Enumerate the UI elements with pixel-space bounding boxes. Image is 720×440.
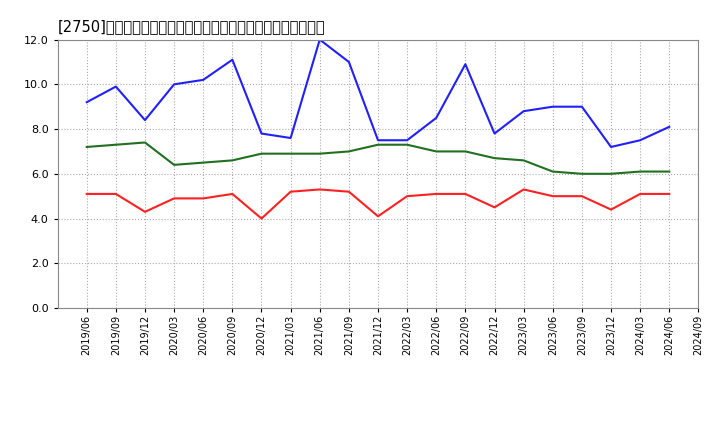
売上債権回転率 [170, 196, 179, 201]
売上債権回転率 [82, 191, 91, 197]
売上債権回転率 [490, 205, 499, 210]
買入債務回転率 [140, 117, 149, 123]
買入債務回転率 [607, 144, 616, 150]
在庫回転率 [549, 169, 557, 174]
Line: 売上債権回転率: 売上債権回転率 [86, 190, 670, 219]
在庫回転率 [461, 149, 469, 154]
売上債権回転率 [345, 189, 354, 194]
在庫回転率 [636, 169, 644, 174]
買入債務回転率 [402, 138, 411, 143]
売上債権回転率 [140, 209, 149, 214]
売上債権回転率 [374, 214, 382, 219]
買入債務回転率 [315, 37, 324, 42]
在庫回転率 [402, 142, 411, 147]
売上債権回転率 [315, 187, 324, 192]
買入債務回転率 [549, 104, 557, 109]
売上債権回転率 [228, 191, 237, 197]
買入債務回転率 [228, 57, 237, 62]
在庫回転率 [519, 158, 528, 163]
買入債務回転率 [432, 115, 441, 121]
買入債務回転率 [287, 136, 295, 141]
在庫回転率 [374, 142, 382, 147]
Text: [2750]　売上債権回転率、買入債務回転率、在庫回転率の推移: [2750] 売上債権回転率、買入債務回転率、在庫回転率の推移 [58, 19, 325, 34]
在庫回転率 [607, 171, 616, 176]
買入債務回転率 [82, 99, 91, 105]
買入債務回転率 [577, 104, 586, 109]
買入債務回転率 [345, 59, 354, 65]
在庫回転率 [577, 171, 586, 176]
売上債権回転率 [549, 194, 557, 199]
在庫回転率 [287, 151, 295, 156]
買入債務回転率 [490, 131, 499, 136]
売上債権回転率 [402, 194, 411, 199]
買入債務回転率 [170, 82, 179, 87]
在庫回転率 [199, 160, 207, 165]
在庫回転率 [140, 140, 149, 145]
買入債務回転率 [112, 84, 120, 89]
在庫回転率 [345, 149, 354, 154]
在庫回転率 [665, 169, 674, 174]
買入債務回転率 [199, 77, 207, 82]
Line: 在庫回転率: 在庫回転率 [86, 143, 670, 174]
売上債権回転率 [461, 191, 469, 197]
Line: 買入債務回転率: 買入債務回転率 [86, 40, 670, 147]
売上債権回転率 [607, 207, 616, 212]
買入債務回転率 [519, 109, 528, 114]
買入債務回転率 [374, 138, 382, 143]
売上債権回転率 [257, 216, 266, 221]
売上債権回転率 [519, 187, 528, 192]
在庫回転率 [490, 155, 499, 161]
買入債務回転率 [665, 124, 674, 129]
売上債権回転率 [112, 191, 120, 197]
在庫回転率 [315, 151, 324, 156]
売上債権回転率 [665, 191, 674, 197]
在庫回転率 [112, 142, 120, 147]
売上債権回転率 [636, 191, 644, 197]
買入債務回転率 [257, 131, 266, 136]
在庫回転率 [228, 158, 237, 163]
在庫回転率 [170, 162, 179, 168]
在庫回転率 [432, 149, 441, 154]
在庫回転率 [82, 144, 91, 150]
買入債務回転率 [636, 138, 644, 143]
売上債権回転率 [287, 189, 295, 194]
売上債権回転率 [432, 191, 441, 197]
在庫回転率 [257, 151, 266, 156]
売上債権回転率 [199, 196, 207, 201]
売上債権回転率 [577, 194, 586, 199]
買入債務回転率 [461, 62, 469, 67]
